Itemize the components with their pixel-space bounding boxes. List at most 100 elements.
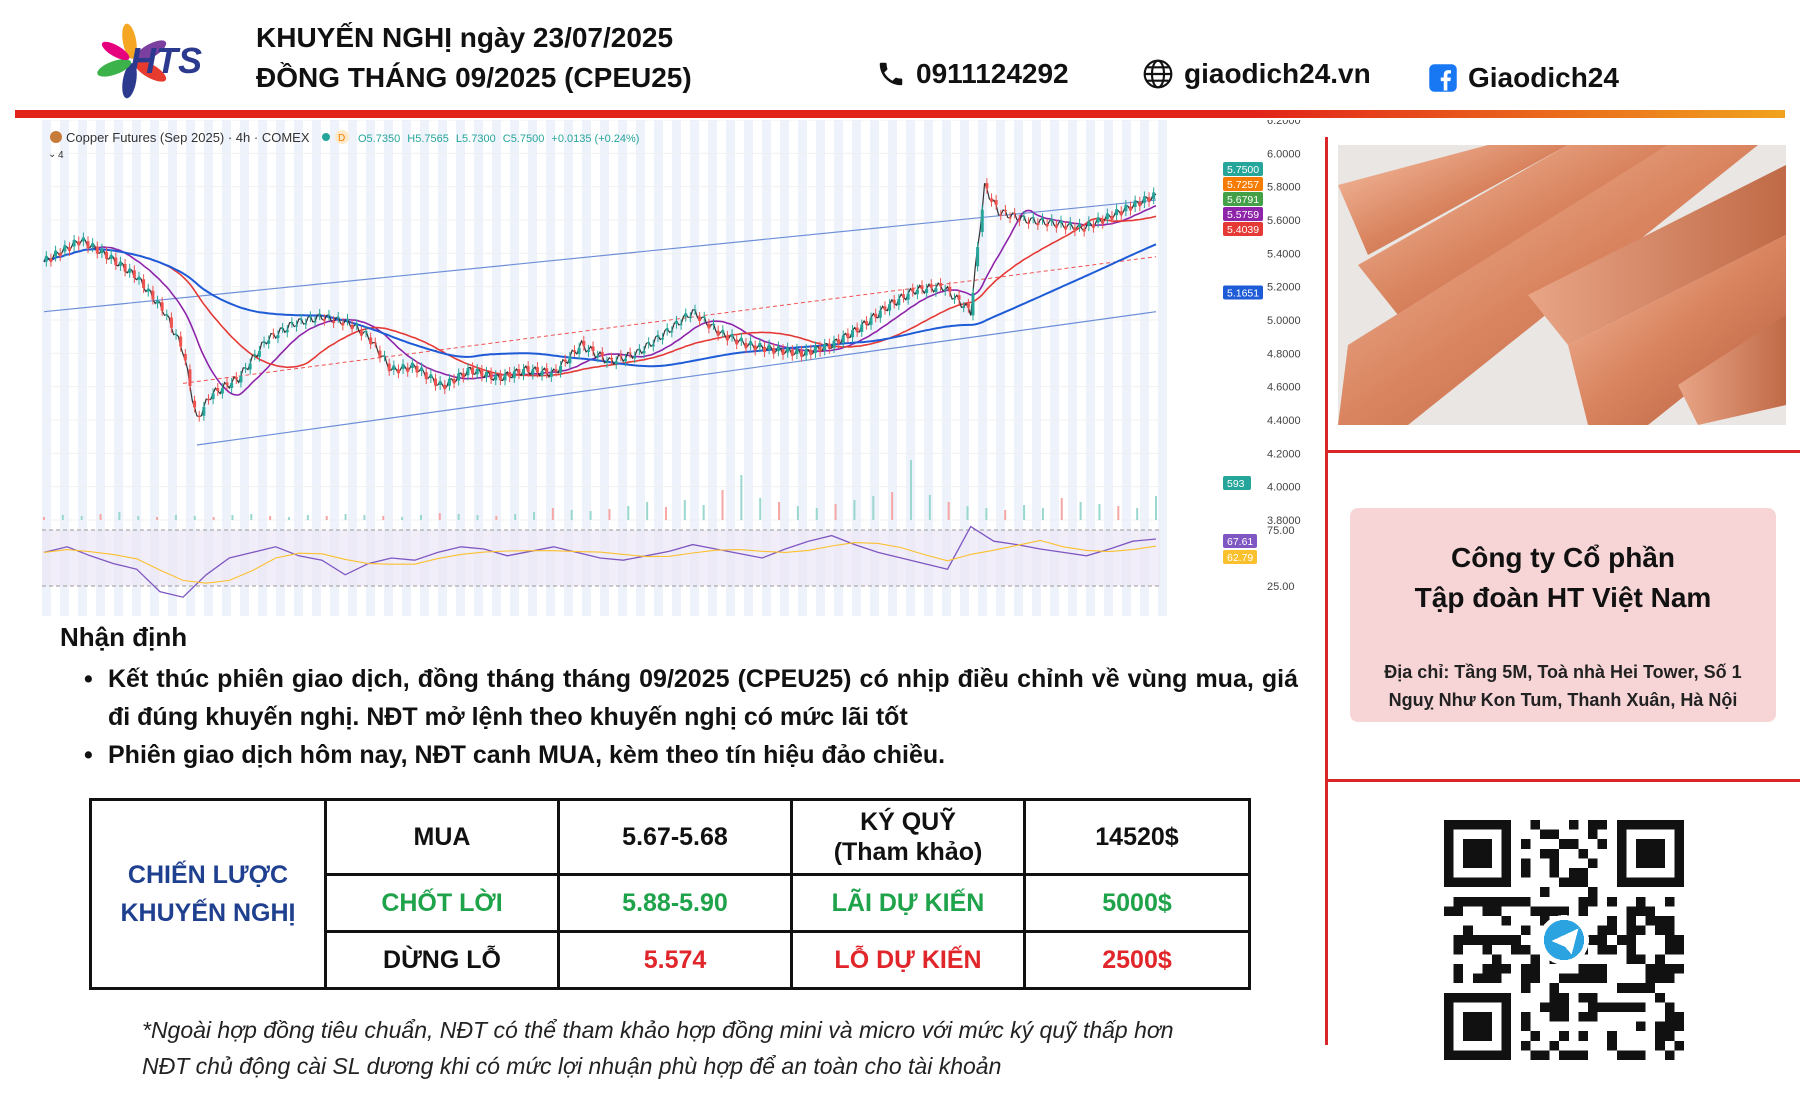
candle-body (1022, 215, 1026, 217)
qr-module (1626, 944, 1636, 955)
bg-stripe (366, 120, 375, 616)
phone-icon (879, 62, 903, 86)
bg-stripe (726, 120, 735, 616)
qr-module (1482, 906, 1492, 916)
volume-bar (608, 509, 611, 520)
price-tag-label: 5.6791 (1227, 194, 1259, 206)
candle-body (308, 316, 312, 318)
copper-symbol-icon (50, 131, 62, 143)
price-tag-label: 5.5759 (1227, 209, 1259, 221)
qr-module (1463, 925, 1473, 936)
qr-module (1655, 973, 1665, 984)
qr-module (1674, 935, 1684, 945)
qr-module (1616, 1050, 1627, 1060)
volume-bar (231, 515, 234, 520)
candle-body (568, 356, 572, 364)
candle-body (438, 381, 442, 385)
candle-body (202, 406, 206, 416)
qr-module (1540, 887, 1550, 897)
bg-stripe (1068, 120, 1077, 616)
volume-bar (796, 506, 799, 520)
volume-bar (382, 516, 385, 520)
bg-stripe (906, 120, 915, 616)
candle-body (647, 342, 651, 344)
candle-body (790, 349, 794, 356)
qr-module (1578, 1050, 1588, 1060)
y-tick-label: 5.6000 (1267, 215, 1301, 227)
right-panel-separator-2 (1325, 779, 1800, 782)
candle-body (1119, 211, 1123, 216)
price-tag-label: 5.7257 (1227, 179, 1259, 191)
right-panel-divider (1325, 137, 1328, 1045)
qr-module (1453, 935, 1464, 945)
candle-body (929, 284, 933, 288)
candle-body (355, 324, 359, 326)
report-title: KHUYẾN NGHỊ ngày 23/07/2025 (256, 22, 674, 53)
candle-body (549, 372, 553, 377)
candle-body (573, 350, 577, 352)
right-panel-separator-1 (1325, 450, 1800, 453)
qr-module (1520, 1040, 1531, 1051)
candle-body (1036, 223, 1040, 226)
qr-code-image[interactable] (1444, 820, 1684, 1060)
volume-bar (344, 514, 347, 520)
bg-stripe (654, 120, 663, 616)
logo-text: HTS (130, 40, 202, 81)
candle-body (684, 313, 688, 317)
candle-body (934, 288, 938, 292)
volume-bar (61, 515, 64, 520)
bg-stripe (438, 120, 447, 616)
bg-stripe (1014, 120, 1023, 616)
bg-stripe (924, 120, 933, 616)
take-profit-action-cell: CHỐT LỜI (324, 876, 557, 930)
volume-bar (589, 511, 592, 520)
candle-body (142, 279, 146, 289)
hts-logo (97, 23, 167, 99)
qr-module (1463, 935, 1473, 945)
candle-body (818, 346, 822, 352)
bg-stripe (222, 120, 231, 616)
qr-module (1549, 1002, 1560, 1012)
y-tick-label: 5.0000 (1267, 315, 1301, 327)
qr-module (1645, 906, 1656, 916)
qr-module (1664, 964, 1675, 974)
qr-module (1655, 1040, 1665, 1051)
qr-module (1568, 868, 1579, 878)
qr-module (1501, 896, 1512, 907)
bg-stripe (1086, 120, 1095, 616)
y-tick-label: 5.2000 (1267, 282, 1301, 294)
volume-bar (834, 504, 837, 520)
candle-body (962, 307, 966, 309)
expected-loss-label-cell: LỖ DỰ KIẾN (790, 933, 1023, 987)
candle-body (535, 367, 539, 373)
rsi-tag-label: 67.61 (1227, 536, 1253, 548)
candle-body (633, 356, 637, 359)
qr-module (1626, 935, 1636, 945)
candle-body (1068, 222, 1072, 225)
candle-body (540, 370, 544, 376)
volume-bar (495, 516, 498, 520)
candle-body (457, 373, 461, 381)
volume-bar (174, 515, 177, 520)
facebook-contact[interactable]: Giaodich24 (1428, 62, 1619, 94)
price-tag-label: 5.1651 (1227, 287, 1259, 299)
phone-contact[interactable]: 0911124292 (876, 58, 1069, 90)
candle-body (179, 336, 183, 347)
qr-module (1626, 906, 1636, 916)
volume-bar (288, 517, 291, 520)
website-contact[interactable]: giaodich24.vn (1142, 58, 1371, 90)
bg-stripe (546, 120, 555, 616)
candle-body (614, 361, 618, 365)
candle-body (651, 344, 655, 347)
bg-stripe (60, 120, 69, 616)
candle-body (526, 366, 530, 372)
candle-body (939, 283, 943, 287)
candle-body (271, 333, 275, 335)
volume-bar (664, 507, 667, 520)
candle-body (118, 261, 122, 266)
candle-body (72, 240, 76, 247)
candle-body (1017, 219, 1021, 222)
qr-module (1540, 829, 1550, 840)
candle-body (447, 378, 451, 386)
collapse-chevron-icon[interactable]: ⌄ (48, 149, 56, 160)
